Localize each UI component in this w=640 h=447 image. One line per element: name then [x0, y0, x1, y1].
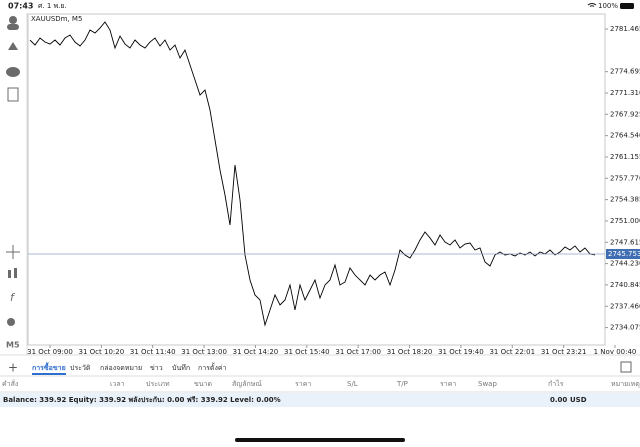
- home-indicator: [235, 438, 405, 442]
- account-icon[interactable]: [9, 16, 17, 24]
- active-tab-underline: [32, 373, 66, 375]
- x-tick-label: 1 Nov 00:40: [594, 348, 637, 356]
- current-price-label: 2745.753: [608, 250, 640, 258]
- column-header: T/P: [396, 380, 408, 388]
- y-tick-label: 2734.075: [610, 324, 640, 332]
- column-headers: คำสั่ง เวลา ประเภท ขนาด สัญลักษณ์ ราคา S/L T/P ร…: [2, 379, 640, 388]
- price-line: [29, 21, 596, 327]
- account-icon-body: [7, 24, 19, 30]
- tab[interactable]: การตั้งค่า: [198, 361, 227, 372]
- x-tick-label: 31 Oct 15:40: [284, 348, 330, 356]
- crosshair-icon[interactable]: [6, 245, 20, 259]
- y-tick-label: 2751.000: [610, 217, 640, 225]
- column-header: หมายเหตุ: [611, 380, 640, 388]
- x-tick-label: 31 Oct 17:00: [335, 348, 381, 356]
- y-tick-label: 2761.155: [610, 153, 640, 161]
- y-tick-label: 2757.770: [610, 174, 640, 182]
- chat-icon[interactable]: [6, 67, 20, 77]
- y-tick-label: 2744.230: [610, 260, 640, 268]
- new-order-icon[interactable]: [7, 87, 19, 102]
- left-toolbar: f M5: [6, 16, 20, 350]
- timeframe-icon[interactable]: M5: [6, 341, 20, 350]
- current-price-box: [606, 249, 640, 260]
- column-header: เวลา: [110, 380, 125, 388]
- y-tick-label: 2767.925: [610, 110, 640, 118]
- y-tick-label: 2774.695: [610, 68, 640, 76]
- tab[interactable]: บันทึก: [172, 363, 190, 372]
- x-tick-label: 31 Oct 09:00: [27, 348, 73, 356]
- y-tick-label: 2764.540: [610, 132, 640, 140]
- y-tick-label: 2737.460: [610, 302, 640, 310]
- x-tick-label: 31 Oct 13:00: [181, 348, 227, 356]
- column-header: สัญลักษณ์: [232, 380, 262, 388]
- x-tick-label: 31 Oct 11:40: [130, 348, 176, 356]
- indicator-icon[interactable]: f: [10, 291, 16, 304]
- column-header: Swap: [478, 380, 497, 388]
- tab[interactable]: กล่องจดหมาย: [100, 364, 142, 372]
- candle-icon[interactable]: [8, 270, 11, 278]
- column-header: S/L: [347, 380, 358, 388]
- y-tick-label: 2747.615: [610, 238, 640, 246]
- profit-total: 0.00: [550, 396, 567, 404]
- detach-icon[interactable]: [620, 361, 632, 373]
- chart-title: XAUUSDm, M5: [31, 15, 82, 23]
- battery-icon: [620, 3, 634, 9]
- column-header: กำไร: [548, 379, 564, 388]
- x-tick-label: 31 Oct 10:20: [79, 348, 125, 356]
- balance-row: [0, 393, 640, 407]
- status-date: ศ. 1 พ.ย.: [38, 2, 67, 10]
- status-time: 07:43: [8, 2, 33, 11]
- column-header: ราคา: [440, 380, 456, 388]
- column-header: คำสั่ง: [2, 379, 18, 388]
- column-header: ขนาด: [194, 380, 212, 388]
- candle-icon-2: [14, 268, 17, 278]
- currency: USD: [570, 396, 587, 404]
- tab[interactable]: ประวัติ: [70, 364, 91, 372]
- y-tick-label: 2754.385: [610, 196, 640, 204]
- x-tick-label: 31 Oct 22:01: [489, 348, 535, 356]
- y-tick-label: 2781.465: [610, 25, 640, 33]
- tab[interactable]: ข่าว: [150, 364, 163, 372]
- x-tick-label: 31 Oct 14:20: [233, 348, 279, 356]
- trade-icon[interactable]: [8, 42, 18, 50]
- tab[interactable]: การซื้อขาย: [32, 361, 66, 372]
- x-tick-label: 31 Oct 18:20: [387, 348, 433, 356]
- plot-frame: [27, 13, 606, 346]
- wifi-icon: [587, 3, 597, 7]
- add-button[interactable]: +: [8, 361, 18, 375]
- y-tick-label: 2771.310: [610, 89, 640, 97]
- x-tick-label: 31 Oct 19:40: [438, 348, 484, 356]
- y-tick-label: 2740.845: [610, 281, 640, 289]
- column-header: ประเภท: [146, 380, 170, 388]
- x-tick-label: 31 Oct 23:21: [541, 348, 587, 356]
- tab-bar: การซื้อขาย ประวัติ กล่องจดหมาย ข่าว บันทึก กา…: [32, 361, 227, 375]
- column-header: ราคา: [295, 380, 311, 388]
- battery-text: 100%: [598, 2, 618, 10]
- chart: XAUUSDm, M5: [27, 13, 606, 346]
- balance-summary: Balance: 339.92 Equity: 339.92 พลังประกั…: [3, 396, 281, 404]
- objects-icon[interactable]: [7, 318, 15, 326]
